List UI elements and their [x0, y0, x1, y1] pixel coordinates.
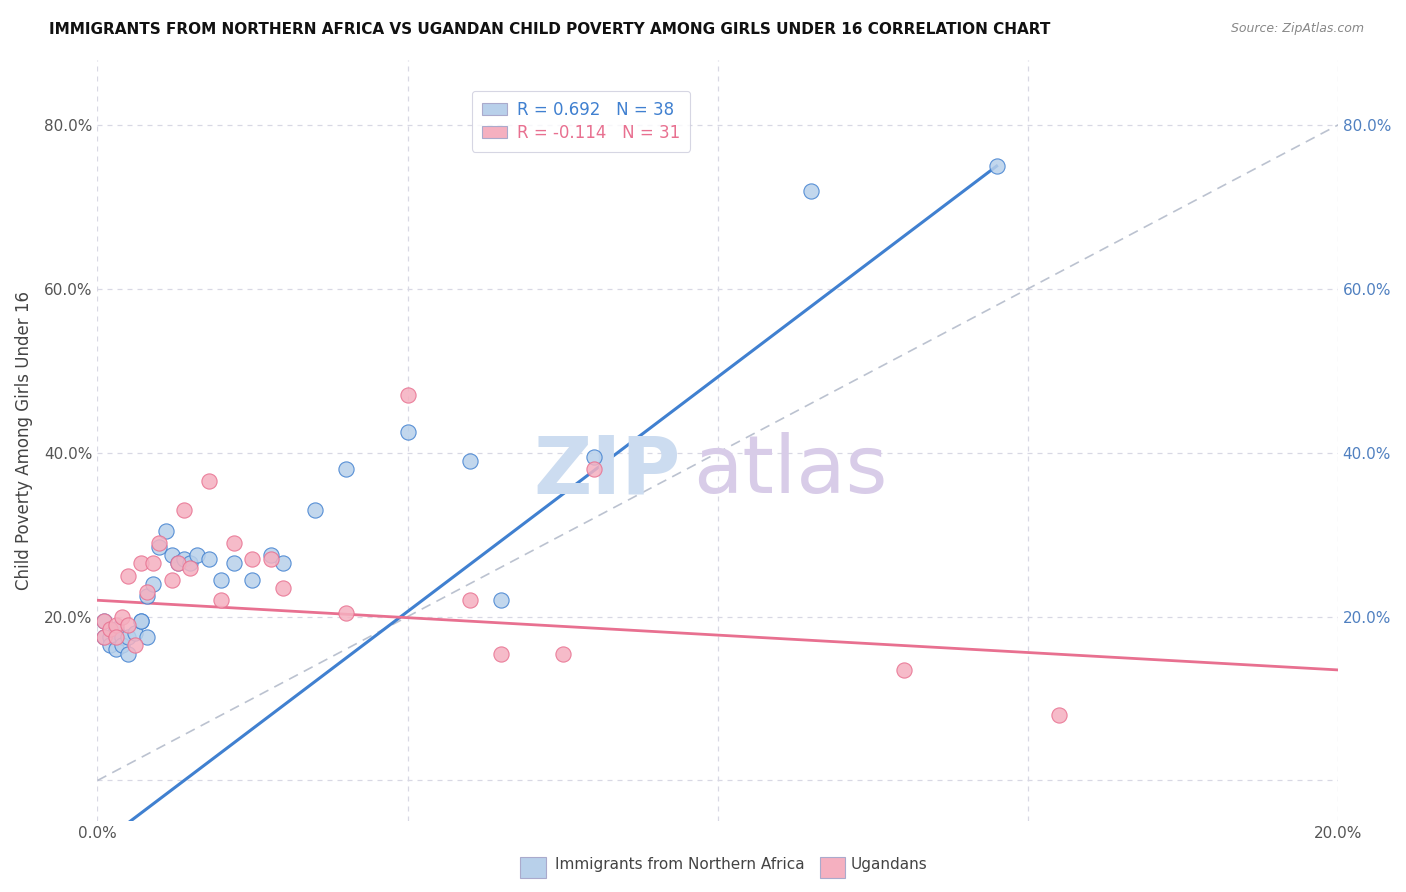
Point — [124, 638, 146, 652]
Point — [489, 593, 512, 607]
Point — [155, 524, 177, 538]
Point — [105, 630, 128, 644]
Point — [105, 630, 128, 644]
Point — [179, 560, 201, 574]
Point — [304, 503, 326, 517]
Text: atlas: atlas — [693, 432, 887, 510]
Point — [105, 618, 128, 632]
Point — [242, 552, 264, 566]
Point — [173, 552, 195, 566]
Point — [105, 622, 128, 636]
Point — [335, 462, 357, 476]
Point — [117, 568, 139, 582]
Y-axis label: Child Poverty Among Girls Under 16: Child Poverty Among Girls Under 16 — [15, 291, 32, 590]
Point — [93, 614, 115, 628]
Point — [222, 557, 245, 571]
Point — [273, 581, 295, 595]
Point — [117, 618, 139, 632]
Point — [986, 159, 1008, 173]
Point — [198, 552, 221, 566]
Point — [142, 577, 165, 591]
Point — [160, 548, 183, 562]
Point — [260, 552, 283, 566]
Point — [93, 630, 115, 644]
Point — [551, 647, 574, 661]
Point — [136, 630, 159, 644]
Point — [273, 557, 295, 571]
Point — [198, 475, 221, 489]
Point — [800, 184, 823, 198]
Point — [136, 589, 159, 603]
Point — [179, 557, 201, 571]
Text: Source: ZipAtlas.com: Source: ZipAtlas.com — [1230, 22, 1364, 36]
Point — [117, 630, 139, 644]
Point — [129, 557, 152, 571]
Point — [458, 454, 481, 468]
Text: ZIP: ZIP — [533, 432, 681, 510]
Legend: R = 0.692   N = 38, R = -0.114   N = 31: R = 0.692 N = 38, R = -0.114 N = 31 — [471, 91, 690, 152]
Point — [489, 647, 512, 661]
Text: Ugandans: Ugandans — [851, 857, 928, 872]
Point — [260, 548, 283, 562]
Point — [124, 626, 146, 640]
Text: IMMIGRANTS FROM NORTHERN AFRICA VS UGANDAN CHILD POVERTY AMONG GIRLS UNDER 16 CO: IMMIGRANTS FROM NORTHERN AFRICA VS UGAND… — [49, 22, 1050, 37]
Point — [242, 573, 264, 587]
Point — [129, 614, 152, 628]
Point — [167, 557, 190, 571]
Point — [93, 614, 115, 628]
Point — [111, 630, 134, 644]
Point — [148, 536, 170, 550]
Point — [222, 536, 245, 550]
Point — [148, 540, 170, 554]
Point — [173, 503, 195, 517]
Point — [160, 573, 183, 587]
Point — [582, 462, 605, 476]
Point — [396, 425, 419, 440]
Point — [582, 450, 605, 464]
Point — [98, 638, 121, 652]
Point — [211, 573, 233, 587]
Text: Immigrants from Northern Africa: Immigrants from Northern Africa — [555, 857, 806, 872]
Point — [142, 557, 165, 571]
Point — [335, 606, 357, 620]
Point — [136, 585, 159, 599]
Point — [396, 388, 419, 402]
Point — [105, 642, 128, 657]
Point — [1047, 708, 1070, 723]
Point — [211, 593, 233, 607]
Point — [186, 548, 208, 562]
Point — [458, 593, 481, 607]
Point — [893, 663, 915, 677]
Point — [167, 557, 190, 571]
Point — [111, 638, 134, 652]
Point — [129, 614, 152, 628]
Point — [117, 647, 139, 661]
Point — [98, 622, 121, 636]
Point — [93, 630, 115, 644]
Point — [98, 630, 121, 644]
Point — [111, 609, 134, 624]
